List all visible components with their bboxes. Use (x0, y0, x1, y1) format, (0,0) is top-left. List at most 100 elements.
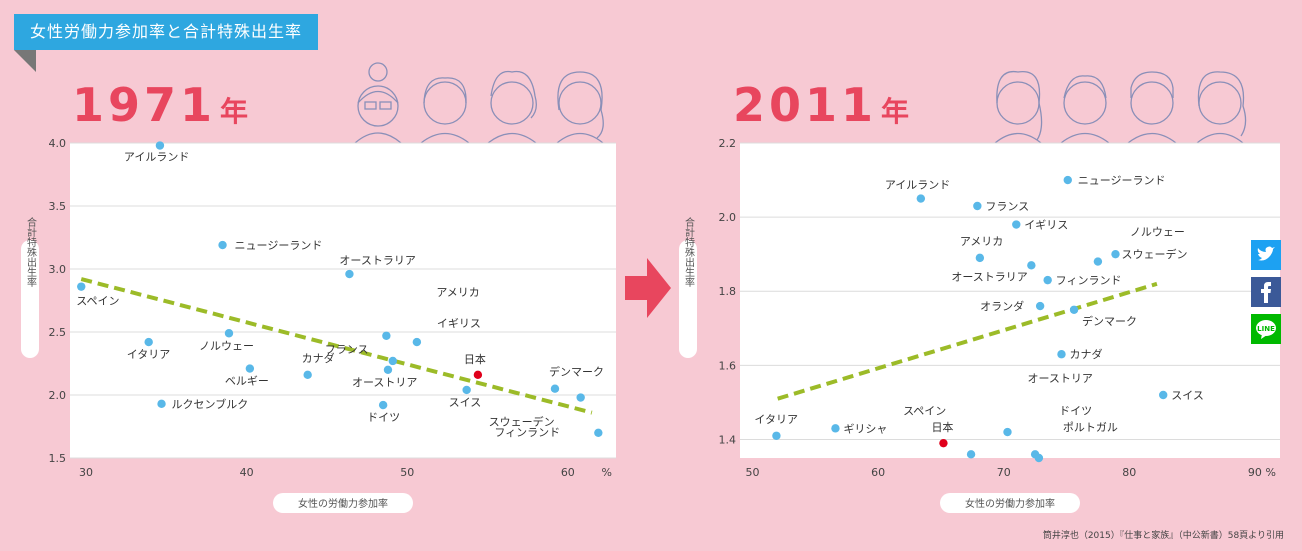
point-label: ポルトガル (1063, 421, 1118, 434)
y-tick-label: 2.0 (49, 389, 67, 402)
point-label: ニュージーランド (1078, 174, 1166, 187)
x-tick-label: 50 (746, 466, 760, 479)
x-tick-label: 50 (400, 466, 414, 479)
data-point (975, 253, 985, 263)
point-label: ニュージーランド (235, 239, 323, 252)
data-point (973, 201, 982, 211)
point-label: カナダ (302, 351, 335, 365)
data-point (1027, 261, 1036, 270)
y-tick-label: 3.0 (49, 263, 67, 276)
x-tick-label: 40 (240, 466, 254, 479)
point-label: イタリア (127, 348, 171, 361)
y-tick-label: 2.2 (719, 137, 737, 150)
women-illustration-1971 (354, 62, 604, 143)
year-heading-1971: 1971 年 (72, 78, 248, 132)
data-point (1069, 305, 1079, 314)
data-point (594, 428, 603, 437)
point-label: フィンランド (494, 426, 560, 439)
data-point (831, 424, 840, 433)
x-tick-label: 60 (871, 466, 885, 479)
point-label: スウェーデン (1121, 247, 1187, 261)
point-label: ドイツ (367, 411, 400, 424)
line-icon: LINE (1256, 320, 1276, 339)
point-label: 日本 (931, 420, 953, 434)
point-label: スウェーデン (489, 415, 555, 429)
data-point (388, 356, 397, 366)
line-share-button[interactable]: LINE (1251, 314, 1281, 344)
point-label: デンマーク (1082, 314, 1137, 328)
data-point (245, 364, 255, 373)
x-axis-pill (940, 493, 1080, 513)
y-axis-title: 合計特殊出生率 (25, 216, 37, 288)
data-point (1012, 220, 1021, 229)
data-point (550, 384, 560, 393)
point-label: ルクセンブルク (172, 397, 249, 411)
point-label: フィンランド (1056, 274, 1122, 287)
y-tick-label: 1.4 (719, 433, 737, 446)
point-label: ノルウェー (1130, 226, 1185, 239)
y-axis-pill (21, 240, 39, 358)
data-point (473, 370, 483, 380)
data-point (144, 337, 153, 347)
point-label: オーストラリア (339, 254, 415, 267)
data-point (1003, 427, 1012, 437)
point-label: スイス (449, 396, 482, 409)
y-tick-label: 3.5 (49, 200, 67, 213)
data-point (224, 329, 234, 338)
point-label: カナダ (1069, 347, 1102, 361)
title-banner: 女性労働力参加率と合計特殊出生率 (14, 14, 319, 50)
y-tick-label: 1.6 (719, 359, 737, 372)
plot-area (70, 143, 616, 458)
point-label: オランダ (980, 299, 1024, 313)
point-label: フランス (325, 343, 369, 356)
facebook-share-button[interactable] (1251, 277, 1281, 307)
right-arrow-icon (625, 258, 671, 318)
data-point (1043, 275, 1052, 285)
data-point (1111, 249, 1120, 259)
x-unit-label: % (1266, 466, 1276, 479)
data-point (218, 240, 227, 250)
point-label: ギリシャ (843, 422, 887, 435)
point-label: スイス (1171, 389, 1204, 402)
point-label: イギリス (1024, 219, 1068, 232)
year-unit: 年 (881, 95, 910, 128)
year-unit: 年 (220, 95, 249, 128)
x-unit-label: % (602, 466, 612, 479)
point-label: アイルランド (124, 151, 189, 164)
point-label: ノルウェー (199, 339, 254, 352)
data-point (412, 337, 422, 347)
point-label: ドイツ (1059, 404, 1092, 417)
twitter-share-button[interactable] (1251, 240, 1281, 270)
data-point (303, 370, 312, 380)
facebook-icon (1261, 282, 1271, 303)
twitter-icon (1257, 246, 1275, 261)
data-point (1035, 301, 1045, 311)
scatter-chart-1971: 1.5 2.0 2.5 3.0 3.5 4.0 30 40 50 60 % 合計特殊出生率女性の労働力… (21, 137, 616, 513)
point-label: オーストラリア (951, 270, 1027, 283)
data-point (1063, 175, 1072, 185)
data-point (1034, 453, 1044, 463)
banner-fold (14, 50, 36, 72)
point-label: アイルランド (885, 179, 950, 192)
year-number: 2011 (733, 78, 878, 132)
data-point (155, 141, 165, 150)
y-tick-label: 1.5 (49, 452, 67, 465)
source-citation: 筒井淳也（2015）『仕事と家族』（中公新書）58頁より引用 (1042, 531, 1284, 541)
women-illustration-2011 (994, 70, 1247, 143)
data-point (772, 431, 781, 440)
banner-title: 女性労働力参加率と合計特殊出生率 (30, 22, 303, 41)
x-axis-title: 女性の労働力参加率 (965, 497, 1055, 510)
x-tick-label: 30 (79, 466, 93, 479)
data-point (1093, 257, 1103, 266)
data-point (382, 331, 391, 340)
y-axis-title: 合計特殊出生率 (683, 216, 695, 288)
point-label: アメリカ (436, 286, 479, 299)
data-point (1057, 350, 1066, 359)
data-point (966, 450, 976, 459)
plot-area (740, 143, 1280, 458)
point-label: イギリス (437, 317, 481, 330)
point-label: ベルギー (225, 375, 269, 388)
point-label: フランス (985, 200, 1029, 213)
data-point (939, 438, 948, 448)
